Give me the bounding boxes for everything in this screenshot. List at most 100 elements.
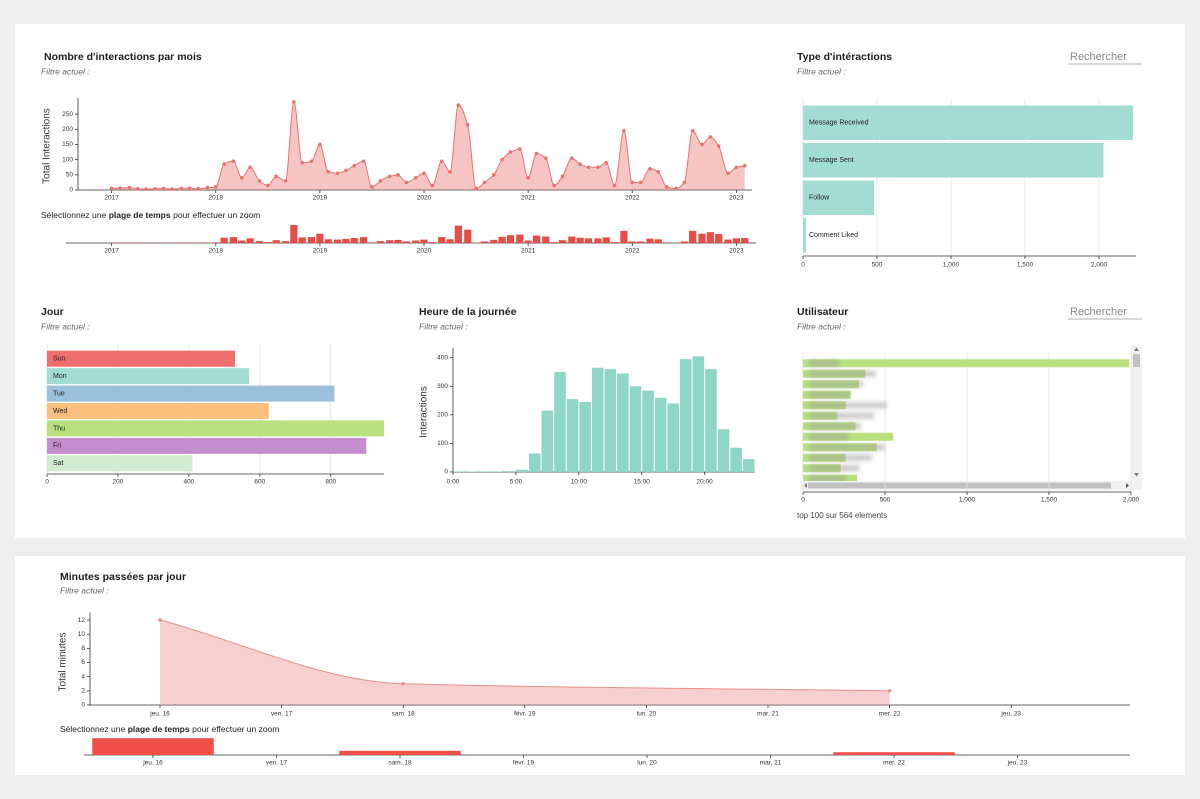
y-tick-label: 100 <box>437 440 448 447</box>
blurred-label <box>809 412 874 419</box>
brush-bar <box>663 242 671 243</box>
y-tick-label: 4 <box>81 673 85 680</box>
brush-bar <box>324 239 332 243</box>
histogram-bar <box>742 459 755 472</box>
blurred-label <box>809 475 846 481</box>
brush-tick-label: 2022 <box>625 248 640 255</box>
data-point <box>144 187 148 191</box>
blurred-label <box>809 465 859 472</box>
brush-bar <box>454 225 462 243</box>
x-tick-label: 2021 <box>521 195 536 202</box>
data-point <box>482 180 487 185</box>
h-scroll-thumb[interactable] <box>808 482 1111 489</box>
x-tick-label: 15:00 <box>634 479 651 486</box>
y-tick-label: 100 <box>62 156 73 163</box>
brush-bar <box>584 238 593 243</box>
brush-bar <box>524 240 532 243</box>
filter-label: Filtre actuel : <box>41 321 90 331</box>
filter-label: Filtre actuel : <box>797 66 846 76</box>
y-tick-label: 0 <box>444 469 448 476</box>
panel-title: Nombre d'interactions par mois <box>44 51 202 63</box>
area-fill <box>160 620 890 705</box>
bar-label: Wed <box>53 408 67 415</box>
brush-bar <box>542 236 550 243</box>
bar <box>47 368 250 385</box>
panel-title: Heure de la journée <box>419 306 517 318</box>
data-point <box>135 186 140 191</box>
blurred-label <box>809 423 861 430</box>
scroll-up[interactable] <box>1134 347 1139 352</box>
brush-tick-label: 2020 <box>417 248 432 255</box>
brush-bar <box>298 237 306 243</box>
brush-tick-label: 2018 <box>209 248 224 255</box>
brush-bar <box>576 237 584 243</box>
histogram-bar <box>692 356 705 472</box>
data-point <box>465 122 470 127</box>
brush-bar <box>715 234 723 243</box>
brush-bar <box>238 240 246 243</box>
data-point <box>734 165 739 170</box>
y-tick-label: 0 <box>81 702 85 709</box>
data-point <box>292 100 296 104</box>
histogram-bar <box>453 471 466 472</box>
scroll-right[interactable] <box>1126 483 1129 488</box>
brush-tick-label: lun. 20 <box>637 760 657 767</box>
data-point <box>361 159 366 163</box>
blurred-label <box>809 454 872 461</box>
brush-bar <box>246 238 254 243</box>
histogram-bar <box>591 367 604 472</box>
brush-bar <box>339 750 461 755</box>
brush-bar <box>636 241 645 243</box>
brush-bar <box>360 237 368 243</box>
data-point <box>552 183 556 188</box>
blurred-label <box>809 402 887 409</box>
brush-tick-label: ven. 17 <box>266 760 288 767</box>
data-point <box>240 176 244 180</box>
histogram-bar <box>541 410 554 472</box>
brush-bar <box>654 239 662 243</box>
data-point <box>716 144 721 148</box>
brush-bar <box>498 236 506 243</box>
brush-bar <box>480 241 489 243</box>
y-tick-label: 250 <box>62 111 73 118</box>
data-point <box>648 166 652 171</box>
search-input[interactable]: Rechercher <box>1070 51 1127 63</box>
v-scroll-thumb[interactable] <box>1133 354 1140 367</box>
bar <box>803 180 875 215</box>
data-point <box>161 186 166 191</box>
brush-bar <box>602 237 610 243</box>
bar-label: Fri <box>53 443 62 450</box>
x-tick-label: ven. 17 <box>271 711 293 718</box>
brush-bar <box>281 241 290 243</box>
data-point <box>690 129 695 133</box>
filter-label: Filtre actuel : <box>41 66 90 76</box>
filter-label: Filtre actuel : <box>60 585 109 595</box>
scroll-left[interactable] <box>804 483 807 488</box>
data-point <box>352 163 357 168</box>
histogram-bar <box>667 403 679 472</box>
data-point <box>300 160 304 165</box>
bar-label: Follow <box>809 195 830 202</box>
brush-bar <box>516 234 524 243</box>
brush-hint-part: plage de temps <box>128 724 190 734</box>
data-point <box>500 157 504 162</box>
data-point <box>526 176 530 180</box>
scroll-down[interactable] <box>1134 473 1139 477</box>
bar-group <box>803 105 1134 253</box>
brush-bar <box>532 235 541 243</box>
histogram-bar <box>705 369 717 472</box>
x-tick-label: 2023 <box>729 195 744 202</box>
search-input[interactable]: Rechercher <box>1070 306 1127 318</box>
x-tick-label: jeu. 16 <box>149 711 170 718</box>
y-tick-label: 400 <box>437 354 448 361</box>
data-point <box>570 156 574 160</box>
data-point <box>318 142 322 147</box>
brush-bar <box>307 237 316 243</box>
data-point <box>439 159 444 163</box>
data-point <box>887 689 892 693</box>
x-tick-label: 1,000 <box>959 497 976 504</box>
brush-hint-part: pour effectuer un zoom <box>192 724 279 734</box>
bar-label: Sun <box>53 356 66 363</box>
data-point <box>586 165 591 170</box>
data-point <box>422 171 426 176</box>
